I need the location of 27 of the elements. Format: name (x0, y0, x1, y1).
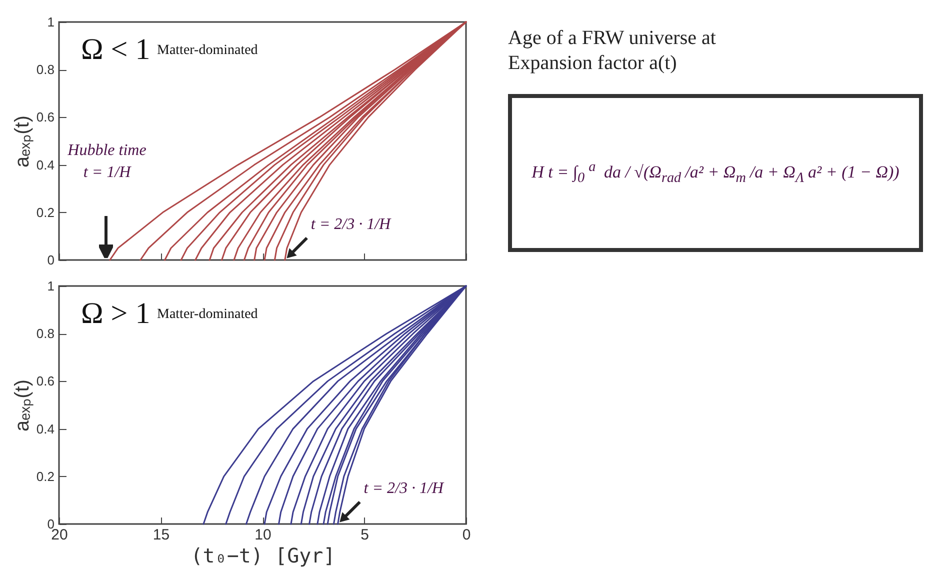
y-tick-label: 1 (47, 278, 54, 294)
annotation: Hubble time t = 1/H (66, 142, 146, 181)
annotation: Ω < 1 (81, 33, 150, 66)
y-tick-label: 0.4 (36, 421, 54, 436)
y-tick-label: 1 (47, 14, 54, 30)
x-tick-label: 5 (360, 526, 369, 544)
y-tick-label: 0.8 (36, 326, 54, 342)
annotation: t = 2/3 · 1/H (310, 216, 392, 233)
text: H t = ∫$_{0}$$^{a}$ da / √(Ω$_{rad}$/a² + Ω$_{m}$/a + Ω$_{Λ}$a² + (1 − Ω)) (532, 158, 900, 186)
text: Age of a FRW universe at Expansion factor a(t) (508, 26, 717, 76)
y-tick-label: 0.2 (36, 204, 54, 220)
x-tick-label: 10 (254, 526, 272, 544)
y-tick-label: 0 (47, 252, 54, 268)
y-tick-label: 0.2 (36, 468, 54, 484)
x-axis-title: (t₀−t) [Gyr] (190, 544, 336, 568)
x-tick-label: 15 (152, 526, 170, 544)
y-tick-label: 0.8 (36, 62, 54, 78)
x-tick-label: 0 (462, 526, 471, 544)
annotation: Ω > 1 (81, 297, 150, 330)
y-axis-title: aₑₓₚ(t) (11, 380, 34, 432)
y-axis-title: aₑₓₚ(t) (11, 116, 34, 168)
y-tick-label: 0.6 (36, 110, 54, 125)
annotation: Matter-dominated (157, 43, 258, 58)
y-tick-label: 0.4 (36, 157, 54, 172)
annotation: Matter-dominated (157, 307, 258, 322)
y-tick-label: 0.6 (36, 374, 54, 389)
annotation: t = 2/3 · 1/H (364, 480, 445, 497)
